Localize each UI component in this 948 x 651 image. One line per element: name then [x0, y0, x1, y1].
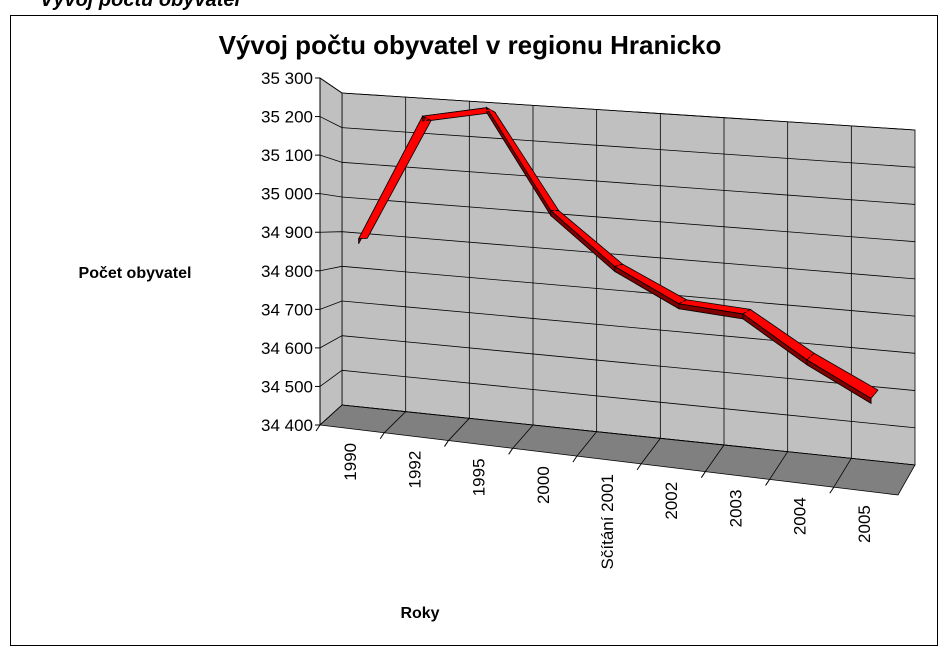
- grid-line: [319, 404, 916, 466]
- grid-line: [319, 369, 916, 429]
- grid-line: [319, 77, 916, 131]
- grid-line: [319, 300, 916, 354]
- x-tick-label: 1992: [405, 451, 424, 489]
- x-tick: [765, 479, 770, 486]
- x-tick: [829, 486, 835, 494]
- floor-divider: [833, 458, 852, 488]
- y-tick-label: 35 300: [261, 69, 313, 88]
- y-tick-label: 34 700: [261, 300, 313, 319]
- grid-line: [319, 154, 916, 205]
- grid-line: [319, 265, 916, 317]
- floor-divider: [576, 431, 597, 457]
- page-heading: Vývoj počtu obyvatel: [40, 0, 240, 11]
- grid-line: [319, 335, 916, 391]
- x-tick-label: 2000: [534, 466, 553, 504]
- x-tick: [444, 440, 449, 447]
- floor-divider: [448, 418, 470, 441]
- x-axis-label: Roky: [400, 605, 439, 622]
- x-tick-label: 2004: [791, 497, 810, 535]
- line: [362, 109, 875, 395]
- y-tick-label: 34 900: [261, 223, 313, 242]
- y-tick-label: 34 800: [261, 262, 313, 281]
- chart-title: Vývoj počtu obyvatel v regionu Hranicko: [219, 30, 722, 60]
- x-tick: [379, 432, 385, 440]
- x-tick: [572, 455, 578, 463]
- y-tick-label: 34 600: [261, 339, 313, 358]
- x-tick-label: 2005: [855, 505, 874, 543]
- x-tick-label: 1995: [470, 458, 489, 496]
- floor-divider: [383, 411, 406, 434]
- x-tick: [700, 471, 706, 478]
- floor-divider: [705, 444, 725, 472]
- x-tick: [315, 424, 321, 432]
- x-tick-label: Sčítání 2001: [598, 474, 617, 569]
- y-tick-label: 35 000: [261, 185, 313, 204]
- y-tick-label: 34 400: [261, 416, 313, 435]
- x-tick-label: 2002: [662, 482, 681, 520]
- floor-divider: [769, 451, 789, 480]
- y-tick-label: 34 500: [261, 377, 313, 396]
- x-tick: [636, 463, 642, 471]
- x-tick-label: 1990: [341, 443, 360, 481]
- x-tick: [508, 448, 514, 455]
- y-tick-label: 35 100: [261, 146, 313, 165]
- grid-line: [319, 231, 916, 280]
- y-tick-label: 35 200: [261, 108, 313, 127]
- grid-line: [319, 116, 916, 168]
- grid-line: [319, 193, 916, 243]
- floor-divider: [640, 438, 661, 465]
- y-axis-label: Počet obyvatel: [79, 265, 192, 282]
- floor-divider: [512, 424, 534, 449]
- x-tick-label: 2003: [726, 490, 745, 528]
